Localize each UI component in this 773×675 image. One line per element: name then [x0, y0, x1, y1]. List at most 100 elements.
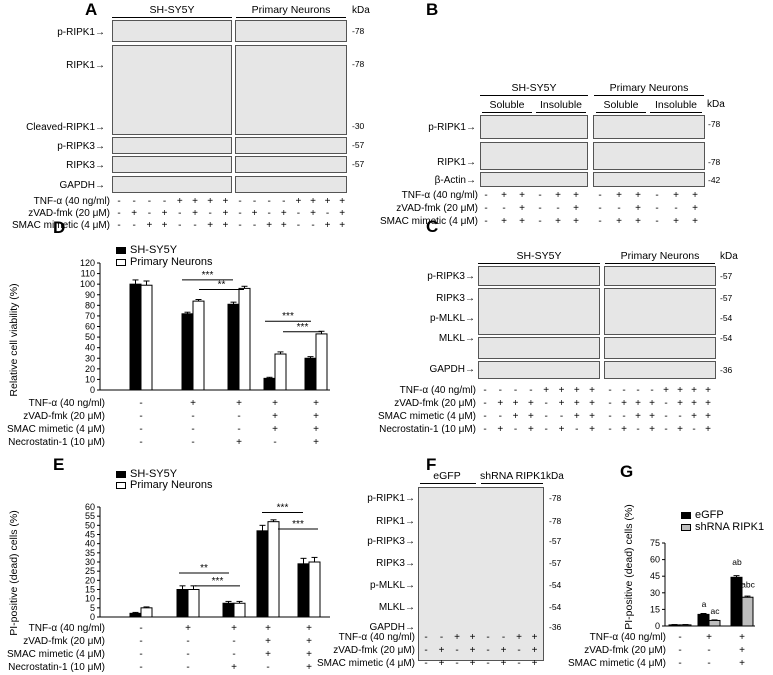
treatment-sign: -	[655, 216, 659, 227]
treatment-sign: -	[483, 385, 487, 396]
a-row-label-cleaved-ripk1: Cleaved-RIPK1→	[26, 122, 105, 133]
f-kda-header: kDa	[546, 471, 564, 482]
a-treat-label-tnf: TNF-α (40 ng/ml)	[33, 196, 110, 207]
treatment-sign: -	[498, 385, 502, 396]
treatment-sign: +	[161, 220, 168, 231]
panel-label-f: F	[426, 455, 437, 474]
treatment-sign: -	[132, 220, 136, 231]
treatment-sign: +	[497, 398, 504, 409]
treatment-sign: -	[538, 203, 542, 214]
treatment-sign: +	[265, 636, 271, 647]
treatment-sign: -	[544, 411, 548, 422]
f-treat-label-smac: SMAC mimetic (4 μM)	[317, 658, 415, 669]
a-blot-gapdh-pn	[235, 176, 347, 193]
treatment-sign: +	[339, 196, 346, 207]
treatment-sign: +	[663, 385, 669, 396]
treatment-sign: +	[310, 196, 316, 207]
chart-g: 0 15 30 45 60 75 aac ab abc PI-positive (dead) c…	[623, 504, 756, 631]
treatment-sign: +	[589, 385, 596, 396]
e-treat-label-smac: SMAC mimetic (4 μM)	[7, 649, 105, 660]
treatment-sign: -	[617, 203, 621, 214]
c-blot-ripk3-mlkl-sh	[478, 288, 600, 335]
sig-label: **	[200, 563, 208, 574]
c-kda-4: -54	[720, 333, 733, 343]
chart-d: 0102030405060708090100110120*********** …	[8, 258, 330, 397]
treatment-sign: +	[691, 385, 697, 396]
bar	[187, 589, 200, 618]
treatment-sign: -	[139, 411, 143, 422]
treatment-sign: -	[186, 662, 190, 673]
treatment-sign: +	[673, 190, 679, 201]
a-blot-ripk3-sh	[112, 156, 232, 173]
treatment-sign: -	[296, 208, 301, 219]
treatment-sign: -	[544, 398, 548, 409]
treatment-sign: -	[139, 662, 143, 673]
b-blot-ripk1-sh	[480, 142, 588, 170]
treatment-sign: +	[266, 220, 273, 231]
treatment-sign: -	[517, 645, 521, 656]
a-blot-ripk3-pn	[235, 156, 347, 173]
y-tick-label: 45	[85, 530, 95, 540]
annotation: a	[702, 599, 707, 609]
treatment-sign: +	[207, 220, 214, 231]
treatment-sign: -	[608, 398, 612, 409]
treatment-sign: +	[236, 398, 242, 409]
treatment-sign: +	[677, 385, 683, 396]
y-tick-label: 70	[85, 311, 95, 321]
a-row-label-p-ripk1: p-RIPK1→	[57, 27, 105, 38]
treatment-sign: +	[339, 220, 346, 231]
treatment-sign: +	[454, 632, 460, 643]
a-row-label-ripk1: RIPK1→	[66, 60, 105, 71]
b-blot-p-ripk1-sh	[480, 115, 588, 139]
treatment-sign: -	[483, 424, 487, 435]
treatment-sign: -	[655, 203, 659, 214]
treatment-sign: +	[543, 385, 550, 396]
treatment-sign: -	[707, 658, 711, 669]
treatment-sign: -	[655, 190, 659, 201]
b-blot-ripk1-pn	[593, 142, 705, 170]
c-blot-mlkl-sh	[478, 337, 600, 359]
treatment-sign: +	[501, 216, 507, 227]
f-kda-6: -54	[549, 602, 562, 612]
c-row-label-ripk3: RIPK3→	[436, 293, 475, 304]
treatment-sign: +	[691, 398, 697, 409]
treatment-sign: -	[238, 220, 242, 231]
b-blot-p-ripk1-pn	[593, 115, 705, 139]
f-treat-label-zvad: zVAD-fmk (20 μM)	[333, 645, 415, 656]
a-blot-ripk1-pn	[235, 45, 347, 135]
c-header-pn: Primary Neurons	[620, 250, 700, 262]
treatment-sign: +	[512, 411, 519, 422]
treatment-sign: -	[424, 658, 428, 669]
treatment-sign: -	[538, 216, 542, 227]
y-tick-label: 15	[650, 604, 660, 614]
c-kda-header: kDa	[720, 251, 738, 262]
treatment-sign: -	[117, 196, 121, 207]
treatment-sign: +	[555, 190, 561, 201]
y-tick-label: 30	[85, 353, 95, 363]
treatment-sign: -	[483, 411, 487, 422]
treatment-sign: +	[739, 645, 745, 656]
d-treat-label-nec: Necrostatin-1 (10 μM)	[8, 437, 105, 448]
g-legend-swatch-shrna	[681, 524, 691, 531]
treatment-sign: -	[622, 411, 626, 422]
c-row-label-p-ripk3: p-RIPK3→	[427, 271, 475, 282]
bar	[315, 333, 328, 391]
y-tick-label: 50	[85, 520, 95, 530]
treatment-sign: -	[544, 424, 548, 435]
treatment-sign: +	[265, 649, 271, 660]
d-legend-label-pn: Primary Neurons	[130, 256, 213, 268]
treatment-sign: +	[621, 424, 627, 435]
b-line-soluble-sh	[482, 112, 532, 113]
y-tick-label: 120	[80, 258, 95, 268]
treatment-sign: -	[237, 424, 241, 435]
bar	[256, 530, 269, 618]
y-tick-label: 40	[85, 539, 95, 549]
treatment-sign: -	[598, 203, 602, 214]
treatment-sign: -	[139, 424, 143, 435]
treatment-sign: +	[251, 208, 258, 219]
y-tick-label: 110	[81, 269, 95, 279]
treatment-sign: -	[608, 411, 612, 422]
bar	[238, 287, 251, 391]
sig-label: ***	[277, 503, 289, 514]
